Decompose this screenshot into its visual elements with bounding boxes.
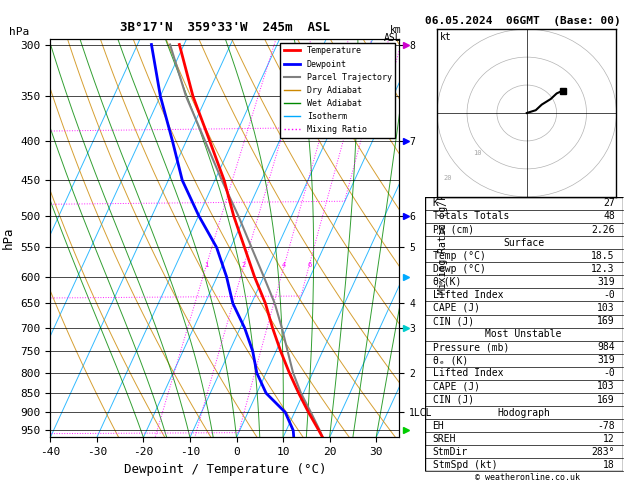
Text: 2: 2 xyxy=(242,262,246,268)
Text: StmSpd (kt): StmSpd (kt) xyxy=(433,460,497,470)
Text: 10: 10 xyxy=(473,150,482,156)
Text: 984: 984 xyxy=(597,342,615,352)
Text: hPa: hPa xyxy=(9,27,30,36)
Text: 20: 20 xyxy=(443,175,452,181)
Text: 12: 12 xyxy=(603,434,615,444)
Text: 2.26: 2.26 xyxy=(591,225,615,235)
Legend: Temperature, Dewpoint, Parcel Trajectory, Dry Adiabat, Wet Adiabat, Isotherm, Mi: Temperature, Dewpoint, Parcel Trajectory… xyxy=(281,43,395,138)
Y-axis label: hPa: hPa xyxy=(2,227,15,249)
Text: EH: EH xyxy=(433,421,444,431)
Text: θₑ (K): θₑ (K) xyxy=(433,355,468,365)
Text: Pressure (mb): Pressure (mb) xyxy=(433,342,509,352)
Text: StmDir: StmDir xyxy=(433,447,468,457)
Text: 319: 319 xyxy=(597,355,615,365)
Text: CAPE (J): CAPE (J) xyxy=(433,303,479,313)
Text: 283°: 283° xyxy=(591,447,615,457)
Text: 169: 169 xyxy=(597,316,615,326)
Text: © weatheronline.co.uk: © weatheronline.co.uk xyxy=(475,473,579,482)
Text: Lifted Index: Lifted Index xyxy=(433,290,503,300)
Text: PW (cm): PW (cm) xyxy=(433,225,474,235)
Text: 1: 1 xyxy=(204,262,209,268)
Text: Dewp (°C): Dewp (°C) xyxy=(433,264,486,274)
Text: 06.05.2024  06GMT  (Base: 00): 06.05.2024 06GMT (Base: 00) xyxy=(425,16,620,26)
Text: 319: 319 xyxy=(597,277,615,287)
Text: 18.5: 18.5 xyxy=(591,251,615,260)
Text: 18: 18 xyxy=(603,460,615,470)
Text: Most Unstable: Most Unstable xyxy=(486,329,562,339)
Text: 4: 4 xyxy=(282,262,286,268)
Text: 103: 103 xyxy=(597,382,615,391)
Title: 3B°17'N  359°33'W  245m  ASL: 3B°17'N 359°33'W 245m ASL xyxy=(120,20,330,34)
Text: 27: 27 xyxy=(603,198,615,208)
Text: 12.3: 12.3 xyxy=(591,264,615,274)
Text: Temp (°C): Temp (°C) xyxy=(433,251,486,260)
Text: Surface: Surface xyxy=(503,238,544,247)
Text: 103: 103 xyxy=(597,303,615,313)
Text: -0: -0 xyxy=(603,368,615,379)
Text: 6: 6 xyxy=(307,262,311,268)
Text: 48: 48 xyxy=(603,211,615,222)
Text: kt: kt xyxy=(440,33,452,42)
Text: SREH: SREH xyxy=(433,434,456,444)
Text: km: km xyxy=(389,25,401,35)
Text: θₑ(K): θₑ(K) xyxy=(433,277,462,287)
Text: -0: -0 xyxy=(603,290,615,300)
Y-axis label: Mixing Ratio (g/kg): Mixing Ratio (g/kg) xyxy=(438,182,448,294)
Text: Hodograph: Hodograph xyxy=(497,408,550,417)
Text: ASL: ASL xyxy=(384,33,401,43)
Text: Lifted Index: Lifted Index xyxy=(433,368,503,379)
Text: K: K xyxy=(433,198,438,208)
X-axis label: Dewpoint / Temperature (°C): Dewpoint / Temperature (°C) xyxy=(124,463,326,476)
Text: Totals Totals: Totals Totals xyxy=(433,211,509,222)
Text: 169: 169 xyxy=(597,395,615,404)
Text: -78: -78 xyxy=(597,421,615,431)
Text: CIN (J): CIN (J) xyxy=(433,316,474,326)
Text: CAPE (J): CAPE (J) xyxy=(433,382,479,391)
Text: CIN (J): CIN (J) xyxy=(433,395,474,404)
